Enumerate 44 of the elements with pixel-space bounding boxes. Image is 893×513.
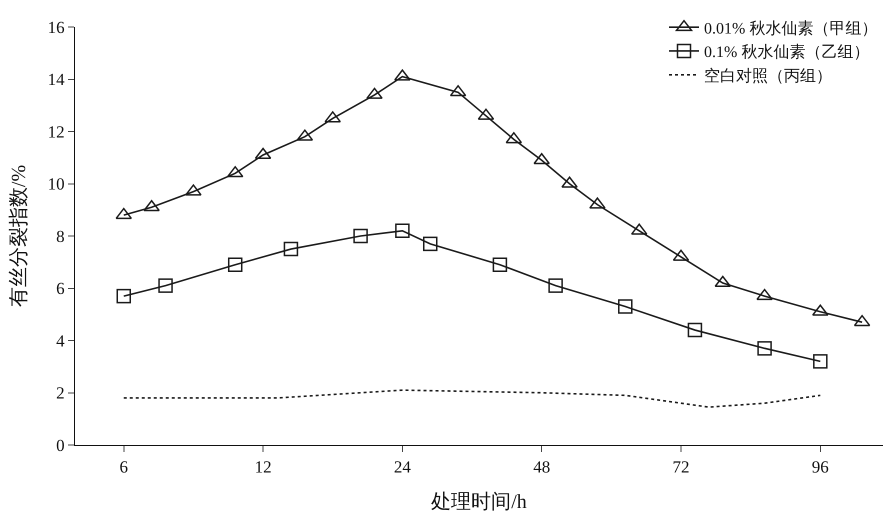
point: [228, 257, 242, 272]
point: [618, 299, 633, 314]
x-tick-label: 24: [394, 457, 412, 476]
point: [116, 288, 132, 304]
point: [492, 257, 508, 272]
point: [394, 69, 411, 81]
y-tick-label: 14: [48, 70, 66, 90]
point: [284, 242, 298, 256]
legend-label: 0.1% 秋水仙素（乙组）: [704, 43, 870, 62]
point: [296, 129, 314, 141]
point: [548, 278, 563, 293]
x-tick-label: 12: [254, 457, 272, 476]
point: [395, 224, 410, 238]
x-axis-title: 处理时间/h: [431, 490, 527, 513]
point: [422, 236, 438, 252]
point: [185, 184, 202, 196]
y-tick-label: 10: [48, 174, 65, 194]
y-axis-title: 有丝分裂指数/%: [8, 164, 30, 308]
line-series: [122, 389, 822, 408]
point: [353, 228, 368, 244]
point: [158, 278, 173, 293]
y-tick-label: 16: [48, 18, 65, 37]
x-tick-label: 96: [812, 457, 829, 476]
point: [757, 341, 772, 356]
point: [714, 276, 732, 288]
y-tick-label: 8: [56, 226, 65, 246]
legend-label: 空白对照（丙组）: [704, 67, 832, 86]
legend-label: 0.01% 秋水仙素（甲组）: [704, 19, 878, 38]
y-tick-label: 0: [56, 436, 65, 455]
y-tick-label: 6: [56, 279, 65, 298]
point: [854, 314, 870, 326]
point: [589, 197, 606, 209]
point: [254, 148, 272, 160]
x-tick-label: 6: [120, 457, 128, 476]
y-tick-label: 4: [56, 331, 66, 350]
point: [813, 354, 828, 369]
point: [688, 322, 702, 338]
point: [116, 208, 132, 220]
y-tick-label: 12: [48, 122, 65, 142]
x-tick-label: 48: [533, 457, 550, 476]
point: [533, 152, 550, 164]
point: [756, 288, 773, 300]
y-tick-label: 2: [56, 384, 65, 403]
x-tick-label: 72: [672, 457, 690, 476]
